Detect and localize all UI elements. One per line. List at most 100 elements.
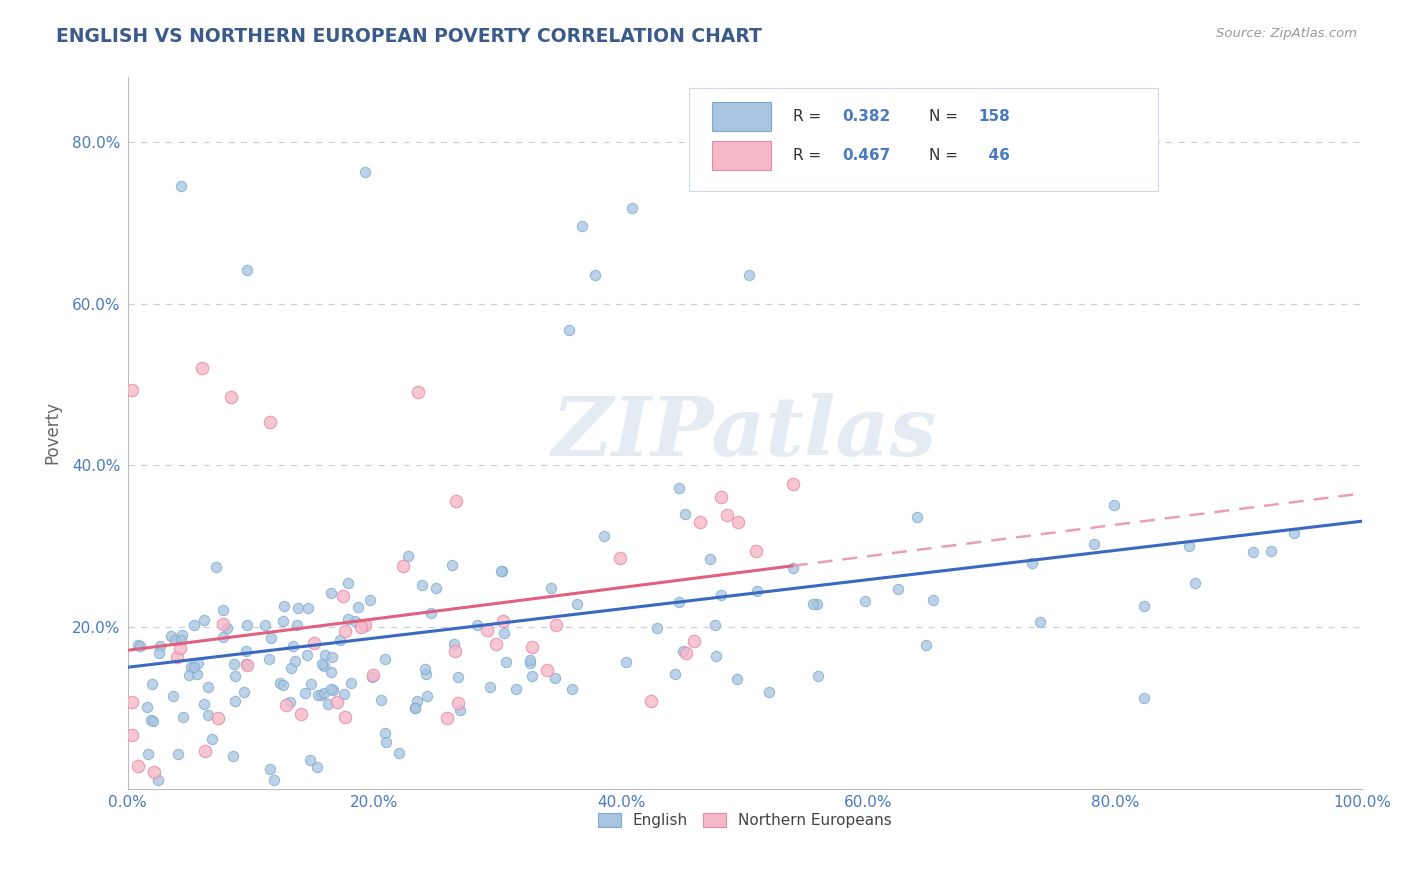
Point [127,638,149,652]
Point [271,677,294,691]
Point [136,699,159,714]
Point [148,773,170,788]
Text: 0.382: 0.382 [842,109,890,124]
Point [281,639,304,653]
Text: 158: 158 [979,109,1010,124]
Point [668,595,690,609]
Point [162,690,184,704]
Point [121,383,143,397]
Point [299,676,322,690]
Point [1104,498,1126,512]
Point [710,490,733,504]
Point [479,680,502,694]
FancyBboxPatch shape [711,103,770,131]
Text: R =: R = [793,148,827,163]
Point [801,597,824,611]
Point [166,649,188,664]
Point [333,624,356,638]
Point [807,669,830,683]
Point [187,656,209,670]
Point [710,588,733,602]
Point [193,613,215,627]
Point [436,711,458,725]
Point [520,668,543,682]
Point [194,744,217,758]
Point [519,656,541,670]
Point [309,688,332,702]
Point [557,323,579,337]
Point [621,201,644,215]
Point [337,576,360,591]
Point [333,687,356,701]
Point [782,477,804,491]
Point [235,657,257,671]
Point [193,697,215,711]
Point [716,508,738,523]
Point [142,714,165,729]
Point [640,694,662,708]
Point [1083,537,1105,551]
Point [142,765,165,780]
Point [170,632,193,647]
Point [186,667,208,681]
Point [489,564,512,578]
Point [361,668,384,682]
Point [465,618,488,632]
Point [224,694,246,708]
Point [745,584,768,599]
Point [307,688,329,702]
Point [388,747,411,761]
Legend: English, Northern Europeans: English, Northern Europeans [592,806,898,834]
Point [413,662,436,676]
Point [522,640,544,655]
Point [406,384,429,399]
Point [169,178,191,193]
Point [561,681,583,696]
FancyBboxPatch shape [711,142,770,169]
Point [280,661,302,675]
Point [298,753,321,767]
Point [197,680,219,694]
Point [235,644,257,658]
Point [725,672,748,686]
Point [449,704,471,718]
Text: 0.467: 0.467 [842,148,890,163]
Point [536,663,558,677]
Point [782,561,804,575]
Point [290,706,312,721]
Point [302,635,325,649]
Point [172,710,194,724]
Point [322,683,344,698]
Point [492,615,515,629]
Point [492,625,515,640]
Point [136,747,159,761]
Point [672,644,695,658]
Point [404,700,426,714]
Point [121,728,143,742]
Point [278,695,301,709]
Point [853,594,876,608]
Point [1029,615,1052,629]
Point [215,621,238,635]
Point [546,618,568,632]
Text: N =: N = [929,109,963,124]
Point [236,618,259,632]
Point [233,685,256,699]
Point [420,606,443,620]
Point [201,731,224,746]
Point [675,646,697,660]
Point [167,747,190,761]
Point [339,675,361,690]
Point [922,592,945,607]
Point [475,623,498,637]
Point [329,632,352,647]
Point [758,685,780,699]
Point [294,686,316,700]
Point [347,599,370,614]
Point [204,559,226,574]
Point [396,549,419,563]
Point [505,681,527,696]
Point [332,589,354,603]
Point [354,618,377,632]
Point [259,415,281,429]
